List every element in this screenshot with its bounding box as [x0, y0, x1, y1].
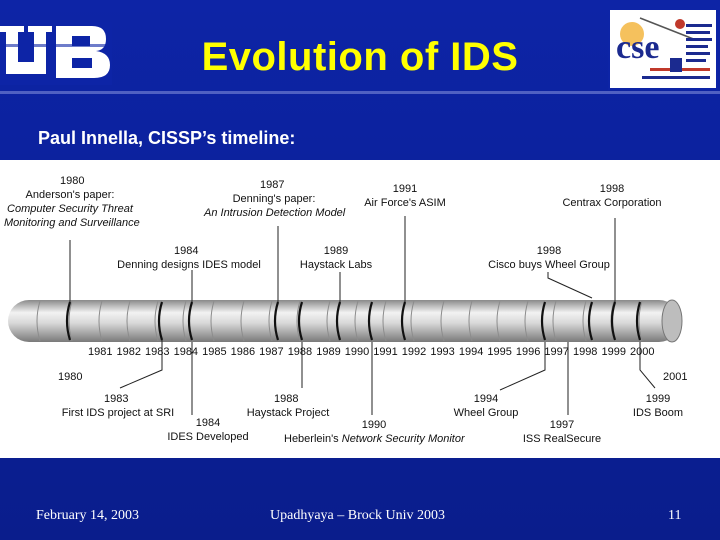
timeline-end-label: 2001: [663, 371, 688, 383]
ub-logo: [0, 22, 112, 85]
event-1984-ides-developed: 1984 IDES Developed: [166, 416, 250, 444]
event-year: 1998: [599, 183, 625, 195]
event-line: Denning's paper:: [232, 193, 316, 205]
event-1980-anderson: 1980 Anderson's paper: Computer Security…: [4, 174, 140, 230]
event-line: Haystack Labs: [299, 259, 373, 271]
event-1987-denning-paper: 1987 Denning's paper: An Intrusion Detec…: [204, 178, 346, 220]
event-line: Network Security Monitor: [341, 433, 465, 445]
event-year: 1994: [473, 393, 499, 405]
event-1988-haystack-project: 1988 Haystack Project: [244, 392, 332, 420]
bottom-leader-lines: [119, 340, 656, 415]
event-line: Wheel Group: [453, 407, 519, 419]
header-divider: [0, 91, 720, 94]
event-line-group: Heberlein's Network Security Monitor: [284, 432, 465, 446]
event-1998-cisco: 1998 Cisco buys Wheel Group: [488, 244, 610, 272]
event-line: ISS RealSecure: [522, 433, 602, 445]
event-line: Centrax Corporation: [562, 197, 662, 209]
timeline-panel: 1981 1982 1983 1984 1985 1986 1987 1988 …: [0, 160, 720, 458]
event-year: 1987: [260, 179, 285, 191]
event-1989-haystack-labs: 1989 Haystack Labs: [296, 244, 376, 272]
event-line: Monitoring and Surveillance: [4, 217, 140, 229]
event-year: 1991: [392, 183, 418, 195]
event-line: Anderson's paper:: [25, 189, 115, 201]
event-line: Cisco buys Wheel Group: [488, 259, 610, 271]
event-line: Air Force's ASIM: [364, 197, 446, 209]
footer-date: February 14, 2003: [36, 508, 140, 523]
event-1998-centrax: 1998 Centrax Corporation: [560, 182, 664, 210]
timeline-start-label: 1980: [58, 371, 83, 383]
event-1991-asim: 1991 Air Force's ASIM: [360, 182, 450, 210]
event-year: 1989: [323, 245, 349, 257]
top-leader-lines: [69, 216, 616, 302]
event-year: 1998: [536, 245, 562, 257]
event-line: Haystack Project: [246, 407, 330, 419]
cse-logo-icon: cse: [610, 10, 716, 88]
event-line: IDS Boom: [632, 407, 684, 419]
timeline-tube: [8, 300, 680, 342]
event-1984-ides-model: 1984 Denning designs IDES model: [116, 244, 262, 272]
tube-event-marks: [65, 301, 642, 341]
event-year: 1984: [195, 417, 221, 429]
event-line: Denning designs IDES model: [117, 259, 261, 271]
event-line: An Intrusion Detection Model: [204, 207, 346, 219]
cse-logo: cse: [608, 8, 718, 90]
event-1997-realsecure: 1997 ISS RealSecure: [520, 418, 604, 446]
event-year: 1984: [174, 245, 199, 257]
event-1994-wheel-group: 1994 Wheel Group: [450, 392, 522, 420]
tube-end-cap: [661, 299, 683, 343]
tube-segment-marks: [36, 300, 643, 342]
svg-text:cse: cse: [616, 29, 659, 66]
event-line: Heberlein's: [284, 433, 339, 445]
event-year: 1983: [104, 393, 129, 405]
event-year: 1988: [274, 393, 299, 405]
timeline-year-axis: 1981 1982 1983 1984 1985 1986 1987 1988 …: [88, 346, 655, 358]
slide-subtitle: Paul Innella, CISSP’s timeline:: [38, 128, 296, 148]
event-year: 1980: [60, 175, 85, 187]
event-year: 1999: [645, 393, 671, 405]
event-year: 1990: [361, 419, 387, 431]
slide-title: Evolution of IDS: [201, 35, 519, 79]
timeline-graphic: [8, 216, 683, 415]
ub-logo-icon: [0, 26, 112, 78]
event-line: IDES Developed: [167, 431, 249, 443]
event-1990-nsm: 1990 Heberlein's Network Security Monito…: [284, 418, 465, 446]
event-1999-ids-boom: 1999 IDS Boom: [628, 392, 688, 420]
page-number: 11: [668, 508, 682, 523]
footer-center: Upadhyaya – Brock Univ 2003: [270, 508, 445, 523]
event-year: 1997: [549, 419, 575, 431]
event-line: Computer Security Threat: [7, 203, 133, 215]
event-1983-sri: 1983 First IDS project at SRI: [60, 392, 176, 420]
event-line: First IDS project at SRI: [61, 407, 175, 419]
